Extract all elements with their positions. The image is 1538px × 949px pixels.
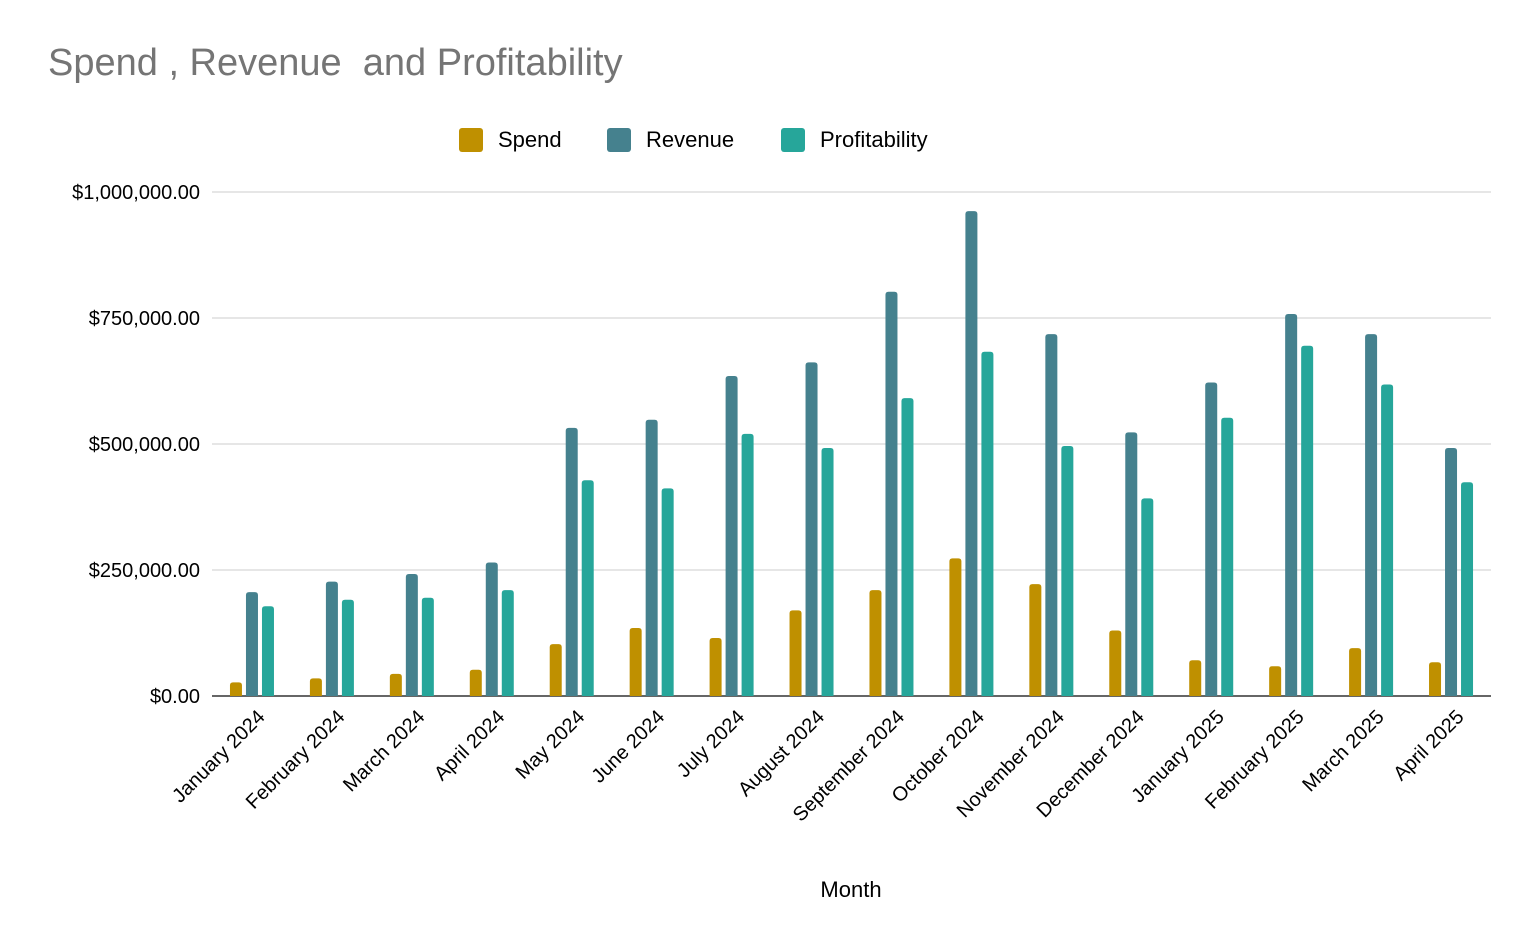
bar-revenue-0 [245, 592, 258, 696]
bar-profitability-3 [501, 590, 514, 696]
bar-profitability-14 [1381, 384, 1394, 696]
bar-spend-15 [1429, 662, 1442, 696]
x-tick-label: June 2024 [588, 706, 670, 788]
bar-revenue-5 [645, 419, 658, 696]
bar-profitability-8 [901, 398, 914, 696]
legend: Spend Revenue Profitability [459, 127, 928, 152]
x-tick-label: April 2025 [1389, 706, 1468, 785]
bar-spend-9 [949, 558, 962, 696]
bar-spend-6 [709, 638, 722, 696]
legend-label-spend: Spend [498, 127, 562, 152]
x-tick-label: March 2025 [1298, 706, 1388, 796]
bar-profitability-10 [1061, 446, 1074, 696]
bar-revenue-12 [1205, 382, 1218, 696]
bar-revenue-4 [565, 427, 578, 696]
bar-revenue-6 [725, 375, 738, 696]
bar-revenue-9 [965, 211, 978, 697]
x-tick-label: April 2024 [430, 706, 509, 785]
bar-spend-4 [549, 644, 562, 696]
legend-swatch-profitability [781, 128, 805, 152]
y-tick-label: $0.00 [150, 686, 200, 708]
bar-spend-0 [229, 682, 242, 696]
legend-swatch-spend [459, 128, 483, 152]
bar-profitability-6 [741, 433, 754, 696]
bar-revenue-11 [1125, 432, 1138, 696]
bar-spend-7 [789, 610, 802, 696]
bar-spend-14 [1349, 648, 1362, 696]
bar-spend-1 [309, 678, 322, 696]
bar-revenue-7 [805, 362, 818, 696]
bar-spend-12 [1189, 660, 1202, 696]
x-tick-label: March 2024 [339, 706, 429, 796]
bar-profitability-9 [981, 351, 994, 696]
bar-profitability-15 [1461, 482, 1474, 696]
x-tick-label: May 2024 [512, 706, 590, 784]
y-tick-label: $500,000.00 [89, 434, 200, 456]
bar-spend-8 [869, 590, 882, 696]
x-tick-label: July 2024 [673, 706, 749, 782]
bar-revenue-13 [1285, 313, 1298, 696]
bar-profitability-12 [1221, 417, 1234, 696]
bar-revenue-10 [1045, 334, 1058, 696]
legend-swatch-revenue [607, 128, 631, 152]
grid-lines [212, 191, 1491, 697]
y-axis-ticks: $0.00 $250,000.00 $500,000.00 $750,000.00 $1… [72, 182, 200, 708]
y-tick-label: $250,000.00 [89, 560, 200, 582]
bar-spend-5 [629, 627, 642, 696]
bar-revenue-1 [325, 581, 338, 696]
bar-spend-3 [469, 669, 482, 696]
bars [229, 211, 1474, 697]
bar-revenue-2 [405, 574, 418, 696]
bar-revenue-8 [885, 291, 898, 696]
chart-title: Spend , Revenue and Profitability [48, 42, 623, 84]
bar-profitability-7 [821, 448, 834, 696]
bar-spend-11 [1109, 630, 1122, 696]
legend-label-profitability: Profitability [820, 127, 928, 152]
bar-profitability-0 [261, 606, 274, 696]
legend-label-revenue: Revenue [646, 127, 734, 152]
bar-profitability-13 [1301, 345, 1314, 696]
bar-profitability-2 [421, 597, 434, 696]
bar-profitability-1 [341, 599, 354, 696]
x-axis-label: Month [820, 877, 881, 902]
bar-revenue-15 [1445, 448, 1458, 696]
y-tick-label: $1,000,000.00 [72, 182, 200, 204]
bar-spend-10 [1029, 584, 1042, 696]
bar-revenue-14 [1365, 334, 1378, 696]
bar-spend-2 [389, 673, 402, 696]
bar-profitability-11 [1141, 498, 1154, 696]
bar-revenue-3 [485, 562, 498, 696]
bar-profitability-5 [661, 488, 674, 696]
y-tick-label: $750,000.00 [89, 308, 200, 330]
bar-spend-13 [1269, 666, 1282, 696]
bar-profitability-4 [581, 480, 594, 696]
